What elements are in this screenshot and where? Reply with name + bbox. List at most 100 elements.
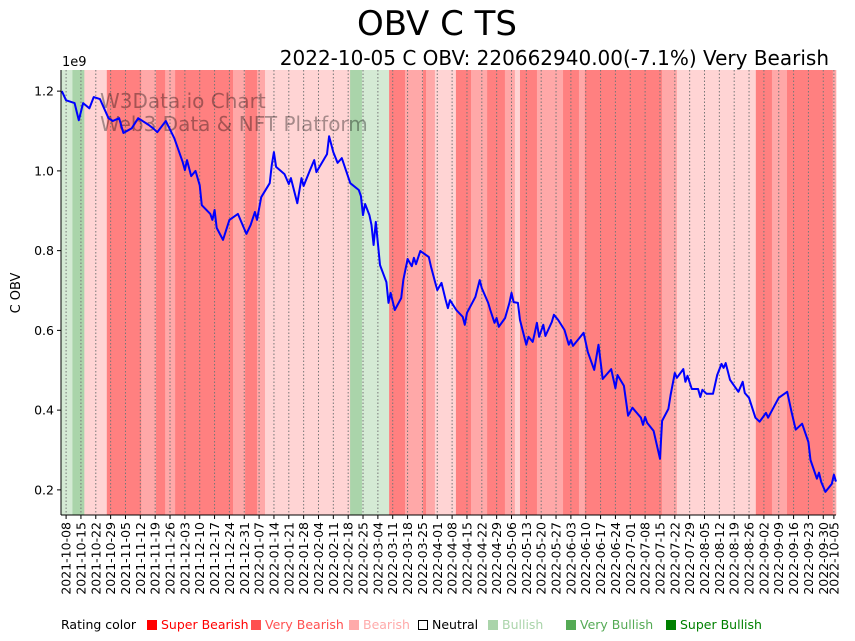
- x-tick-label: 2022-08-26: [742, 522, 757, 595]
- x-tick-label: 2022-10-05: [826, 522, 841, 595]
- band-super-bearish: [389, 70, 406, 515]
- band-super-bearish: [563, 70, 580, 515]
- x-tick-label: 2021-11-12: [133, 522, 148, 595]
- super-bullish-swatch: [666, 620, 676, 630]
- legend-item-bullish: Bullish: [488, 617, 543, 632]
- band-very-bearish: [426, 70, 436, 515]
- neutral-swatch: [418, 620, 428, 630]
- x-tick-label: 2022-04-29: [489, 522, 504, 595]
- legend-item-text: Bullish: [502, 617, 544, 632]
- x-tick-label: 2022-02-18: [341, 522, 356, 595]
- x-tick-label: 2022-01-14: [266, 522, 281, 595]
- x-tick-label: 2022-09-02: [756, 522, 771, 595]
- super-bearish-swatch: [147, 620, 157, 630]
- x-tick-label: 2021-10-15: [73, 522, 88, 595]
- x-tick-label: 2022-06-17: [593, 522, 608, 595]
- band-super-bearish: [787, 70, 834, 515]
- band-bearish: [265, 70, 351, 515]
- band-very-bearish: [578, 70, 586, 515]
- y-scale-label: 1e9: [62, 55, 87, 70]
- y-tick-label: 0.2: [34, 482, 54, 497]
- legend-item-text: Neutral: [432, 617, 479, 632]
- x-tick-label: 2021-12-10: [192, 522, 207, 595]
- x-tick-label: 2022-08-05: [697, 522, 712, 595]
- x-tick-label: 2022-01-28: [296, 522, 311, 595]
- x-gridlines: [65, 70, 835, 515]
- x-tick-label: 2021-10-29: [103, 522, 118, 595]
- x-tick-label: 2022-02-25: [356, 522, 371, 595]
- band-super-bearish: [755, 70, 773, 515]
- x-tick-label: 2022-05-06: [504, 522, 519, 595]
- x-tick-label: 2021-10-22: [88, 522, 103, 595]
- x-tick-label: 2022-02-11: [326, 522, 341, 595]
- band-super-bearish: [455, 70, 472, 515]
- axes: 2021-10-08 2021-10-15 2021-10-22 2021-10-29…: [34, 70, 841, 595]
- x-tick-label: 2022-07-01: [623, 522, 638, 595]
- band-bullish: [361, 70, 390, 515]
- band-very-bearish: [470, 70, 488, 515]
- x-tick-label: 2022-04-15: [459, 522, 474, 595]
- band-very-bearish: [141, 70, 157, 515]
- x-tick-label: 2022-05-27: [549, 522, 564, 595]
- legend-item-super-bearish: Super Bearish: [147, 617, 249, 632]
- band-very-bearish: [256, 70, 266, 515]
- bullish-swatch: [488, 620, 498, 630]
- x-tick-label: 2022-09-16: [786, 522, 801, 595]
- band-very-bearish: [165, 70, 176, 515]
- x-tick-label: 2022-08-12: [712, 522, 727, 595]
- band-very-bearish: [233, 70, 246, 515]
- legend-item-very-bearish: Very Bearish: [251, 617, 344, 632]
- rating-bands: [61, 70, 837, 515]
- legend-item-very-bullish: Very Bullish: [566, 617, 653, 632]
- x-tick-label: 2022-04-01: [430, 522, 445, 595]
- x-tick-label: 2022-03-04: [370, 522, 385, 595]
- band-very-bearish: [771, 70, 788, 515]
- x-tick-label: 2022-03-18: [400, 522, 415, 595]
- x-tick-label: 2022-06-24: [608, 522, 623, 595]
- y-axis-label: C OBV: [9, 272, 24, 313]
- x-tick-label: 2021-12-17: [207, 522, 222, 595]
- band-super-bearish: [245, 70, 258, 515]
- x-tick-label: 2022-04-22: [474, 522, 489, 595]
- legend-label: Rating color: [61, 617, 137, 632]
- x-tick-label: 2022-07-22: [667, 522, 682, 595]
- legend-item-text: Bearish: [363, 617, 410, 632]
- very-bullish-swatch: [566, 620, 576, 630]
- x-tick-label: 2021-11-26: [163, 522, 178, 595]
- x-tick-label: 2021-12-24: [222, 522, 237, 595]
- band-bearish: [514, 70, 521, 515]
- legend-item-neutral: Neutral: [418, 617, 478, 632]
- band-very-bearish: [405, 70, 424, 515]
- y-tick-label: 0.8: [34, 243, 54, 258]
- very-bearish-swatch: [251, 620, 261, 630]
- x-tick-label: 2022-02-04: [311, 522, 326, 595]
- legend-item-super-bullish: Super Bullish: [666, 617, 762, 632]
- band-bullish: [61, 70, 73, 515]
- band-bearish: [84, 70, 108, 515]
- x-tick-label: 2022-04-08: [445, 522, 460, 595]
- watermark-line-1: W3Data.io Chart: [100, 89, 266, 113]
- x-tick-label: 2022-05-20: [534, 522, 549, 595]
- band-very-bearish: [504, 70, 516, 515]
- legend-item-text: Very Bullish: [580, 617, 654, 632]
- x-tick-label: 2022-03-11: [385, 522, 400, 595]
- y-tick-label: 1.0: [34, 163, 54, 178]
- band-super-bearish: [175, 70, 234, 515]
- y-tick-label: 1.2: [34, 84, 54, 99]
- band-bearish: [676, 70, 757, 515]
- watermark: W3Data.io Chart Web3 Data & NFT Platform: [100, 89, 368, 136]
- band-very-bullish: [72, 70, 85, 515]
- band-super-bearish: [156, 70, 166, 515]
- chart-title: OBV C TS: [356, 4, 517, 44]
- chart-subtitle: 2022-10-05 C OBV: 220662940.00(-7.1%) Ve…: [279, 46, 829, 70]
- band-super-bearish: [519, 70, 538, 515]
- band-bearish: [434, 70, 457, 515]
- x-tick-label: 2021-11-19: [148, 522, 163, 595]
- obv-series-line: [60, 90, 837, 493]
- x-tick-label: 2022-01-07: [252, 522, 267, 595]
- x-tick-label: 2022-09-23: [801, 522, 816, 595]
- x-tick-label: 2022-08-19: [727, 522, 742, 595]
- x-tick-label: 2021-11-05: [118, 522, 133, 595]
- x-tick-label: 2022-07-15: [652, 522, 667, 595]
